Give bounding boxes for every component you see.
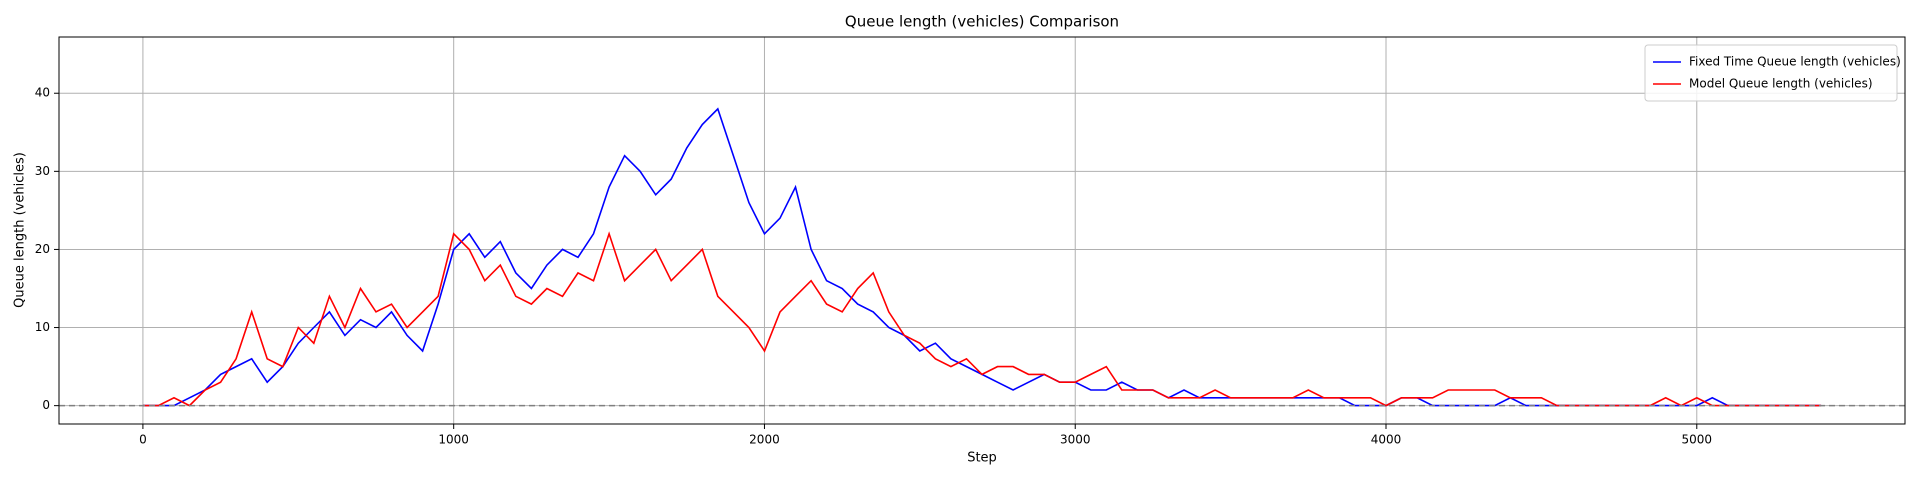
legend-box — [1644, 44, 1898, 102]
y-axis-label: Queue length (vehicles) — [13, 152, 28, 308]
x-axis-label: Step — [967, 451, 997, 466]
y-tick-label: 30 — [35, 164, 50, 178]
y-tick-label: 40 — [35, 86, 50, 100]
x-tick-label: 3000 — [1060, 433, 1091, 447]
chart-title: Queue length (vehicles) Comparison — [845, 13, 1119, 31]
y-tick-label: 0 — [42, 398, 50, 412]
x-tick-label: 4000 — [1371, 433, 1402, 447]
x-tick-label: 2000 — [749, 433, 780, 447]
x-tick-label: 5000 — [1682, 433, 1713, 447]
x-tick-label: 0 — [139, 433, 147, 447]
legend-label: Fixed Time Queue length (vehicles) — [1689, 55, 1901, 69]
legend-label: Model Queue length (vehicles) — [1689, 77, 1873, 91]
x-tick-label: 1000 — [438, 433, 469, 447]
plot-frame — [58, 36, 1906, 425]
y-tick-label: 10 — [35, 320, 50, 334]
y-tick-label: 20 — [35, 242, 50, 256]
series-line — [142, 231, 1822, 407]
